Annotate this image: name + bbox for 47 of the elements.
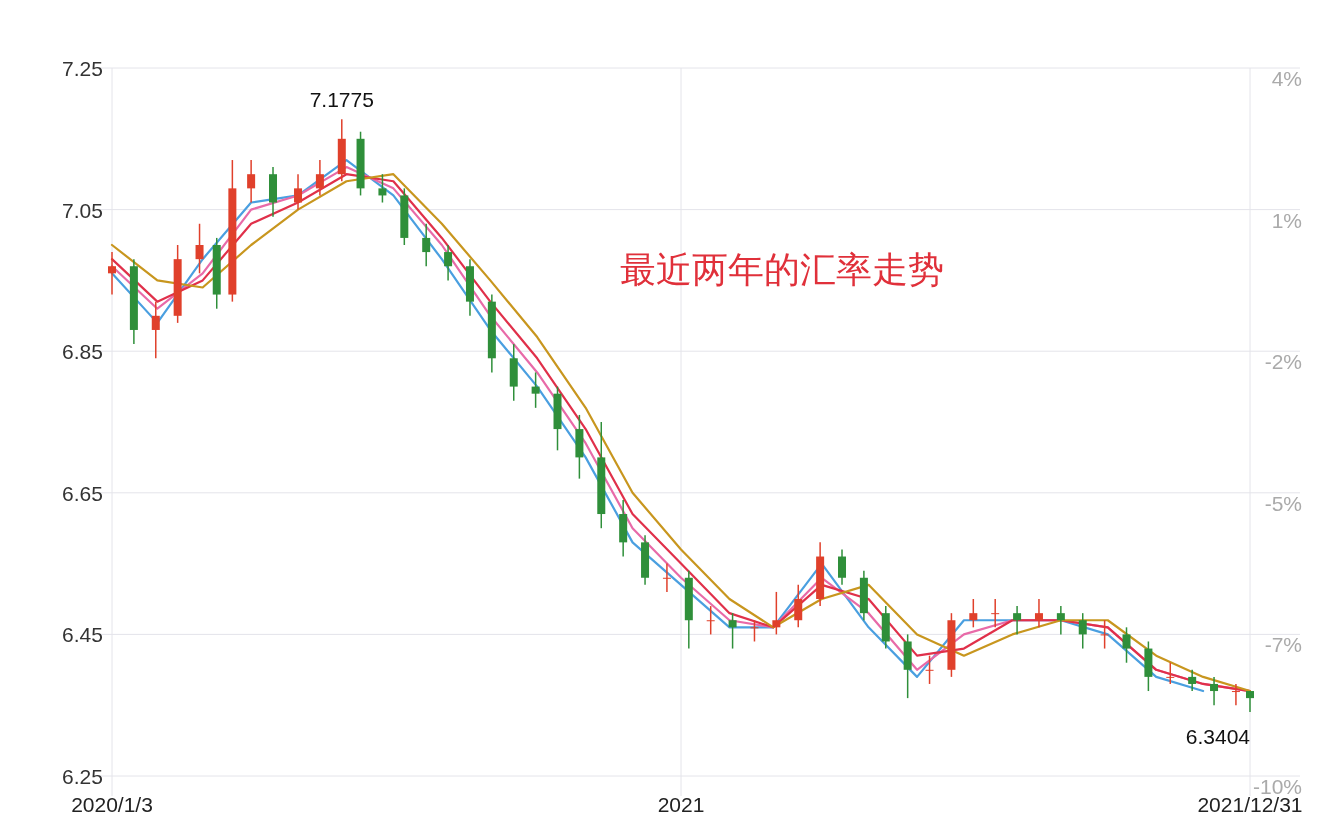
x-tick-label: 2021 (657, 793, 705, 816)
y-tick-label: 6.45 (62, 623, 103, 647)
candlestick (750, 619, 759, 643)
text: 最近两年的汇率走势 (620, 249, 944, 290)
y-tick-label: 6.65 (62, 481, 103, 505)
candlestick (1034, 598, 1043, 629)
candlestick (1122, 626, 1131, 664)
candlestick (151, 300, 160, 360)
y-tick-label: 7.05 (62, 198, 103, 222)
candlestick (662, 562, 671, 593)
candlestick (728, 612, 737, 650)
candlestick (1188, 669, 1197, 692)
candlestick (794, 584, 803, 629)
candlestick (1078, 612, 1087, 650)
annotation: 6.3404 (1185, 725, 1251, 748)
y-tick-label: 7.25 (62, 57, 103, 80)
candlestick (108, 251, 116, 296)
candlestick (969, 598, 978, 629)
candlestick (1100, 619, 1109, 650)
candlestick (1056, 605, 1065, 636)
candlestick (925, 654, 934, 685)
candlestick (444, 244, 453, 282)
y2-tick-label: -2% (1264, 350, 1302, 374)
y2-tick-label: -7% (1264, 633, 1302, 657)
candlestick (1231, 683, 1240, 706)
y2-tick-label: 4% (1271, 67, 1302, 90)
candlestick (1210, 676, 1219, 706)
candlestick (422, 223, 431, 267)
candlestick (1246, 690, 1254, 713)
y2-tick-label: 1% (1271, 208, 1302, 232)
candlestick (706, 605, 715, 636)
candlestick (772, 591, 781, 636)
candlestick (991, 598, 1000, 629)
candlestick (294, 173, 303, 211)
candlestick (838, 548, 847, 586)
x-tick-label: 2020/1/3 (71, 793, 153, 816)
candlestick (378, 173, 387, 204)
candlestick (1166, 661, 1175, 685)
annotation: 7.1775 (309, 88, 374, 112)
candlestick (195, 223, 204, 275)
y-tick-label: 6.85 (62, 340, 103, 364)
y-tick-label: 6.25 (62, 765, 103, 788)
candlestick (315, 159, 324, 197)
y2-tick-label: -5% (1264, 492, 1302, 516)
candlestick (1013, 605, 1022, 636)
candlestick (531, 371, 540, 409)
candlestick (247, 159, 256, 204)
